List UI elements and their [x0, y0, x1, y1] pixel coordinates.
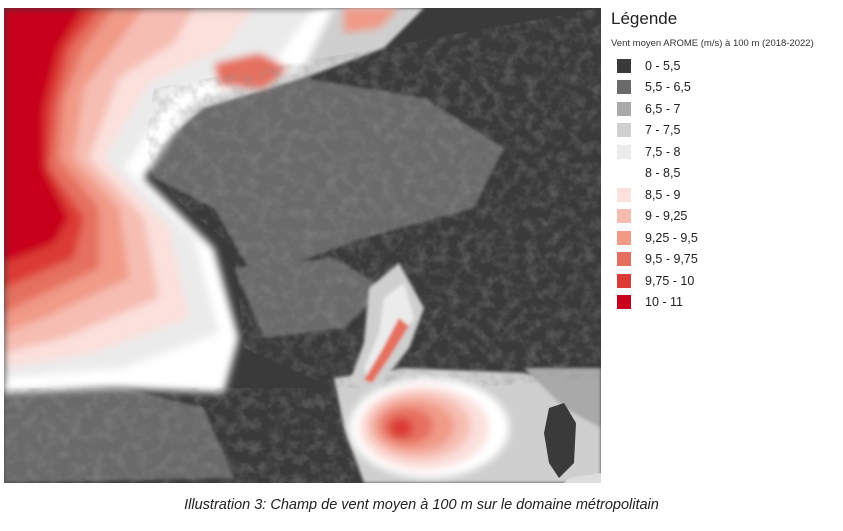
zone-corsica-strait — [524, 368, 601, 428]
legend-item: 9,25 - 9,5 — [611, 227, 841, 249]
legend-label: 9,25 - 9,5 — [645, 230, 698, 245]
atlantic-wind-bands — [4, 8, 399, 393]
figure-caption: Illustration 3: Champ de vent moyen à 10… — [184, 497, 659, 513]
legend-label: 0 - 5,5 — [645, 58, 681, 73]
legend-label: 9,75 - 10 — [645, 273, 695, 288]
legend-swatch — [617, 230, 631, 245]
legend-swatch — [617, 80, 631, 95]
legend-item: 9,75 - 10 — [611, 270, 841, 292]
legend-label: 7,5 - 8 — [645, 144, 681, 159]
legend-swatch — [617, 187, 631, 202]
legend-item: 8 - 8,5 — [611, 163, 841, 185]
map-legend: Légende Vent moyen AROME (m/s) à 100 m (… — [611, 8, 841, 313]
legend-swatch — [617, 252, 631, 267]
legend-label: 9 - 9,25 — [645, 209, 688, 224]
legend-item: 7 - 7,5 — [611, 120, 841, 142]
legend-swatch — [617, 58, 631, 73]
alps-white — [364, 283, 414, 380]
band-north-sea — [344, 8, 399, 33]
corsica-island — [544, 403, 576, 478]
legend-label: 6,5 - 7 — [645, 101, 681, 116]
terrain-texture — [4, 8, 601, 483]
legend-label: 10 - 11 — [645, 295, 683, 310]
legend-item: 5,5 - 6,5 — [611, 77, 841, 99]
alps-wind-zone — [349, 263, 424, 393]
wind-map — [4, 8, 601, 483]
legend-item: 8,5 - 9 — [611, 184, 841, 206]
legend-subtitle: Vent moyen AROME (m/s) à 100 m (2018-202… — [611, 38, 814, 49]
legend-label: 5,5 - 6,5 — [645, 80, 691, 95]
legend-swatch — [617, 101, 631, 116]
legend-swatch — [617, 123, 631, 138]
alps-red-streak — [364, 318, 409, 383]
legend-swatch — [617, 209, 631, 224]
legend-swatch — [617, 144, 631, 159]
legend-item: 6,5 - 7 — [611, 98, 841, 120]
wind-map-canvas — [4, 8, 601, 483]
legend-item: 10 - 11 — [611, 292, 841, 314]
plume-core — [389, 418, 413, 438]
legend-label: 8,5 - 9 — [645, 187, 681, 202]
legend-item: 7,5 - 8 — [611, 141, 841, 163]
legend-item: 9 - 9,25 — [611, 206, 841, 228]
mediterranean-plume — [349, 378, 509, 478]
legend-swatch — [617, 166, 631, 181]
sardinia-tip — [564, 473, 601, 483]
legend-swatch — [617, 273, 631, 288]
legend-swatch — [617, 295, 631, 310]
legend-items: 0 - 5,5 5,5 - 6,5 6,5 - 7 7 - 7,5 7,5 - 8 8 -… — [611, 55, 841, 313]
legend-item: 9,5 - 9,75 — [611, 249, 841, 271]
legend-item: 0 - 5,5 — [611, 55, 841, 77]
legend-title: Légende — [611, 9, 678, 28]
legend-label: 7 - 7,5 — [645, 123, 681, 138]
band-10-11 — [4, 8, 84, 263]
legend-label: 8 - 8,5 — [645, 166, 681, 181]
legend-label: 9,5 - 9,75 — [645, 252, 698, 267]
